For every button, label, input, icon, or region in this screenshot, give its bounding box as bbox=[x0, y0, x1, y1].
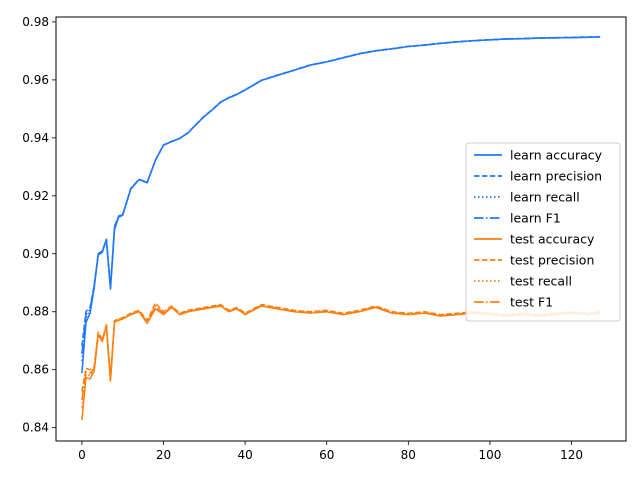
legend-label: learn precision bbox=[510, 169, 602, 184]
x-tick-label: 100 bbox=[478, 448, 501, 462]
plot-frame bbox=[55, 16, 627, 442]
y-tick-label: 0.90 bbox=[22, 247, 49, 261]
x-tick-label: 40 bbox=[237, 448, 252, 462]
y-tick-label: 0.88 bbox=[22, 305, 49, 319]
x-axis: 0 20 40 60 80 100 120 bbox=[78, 441, 583, 462]
x-tick-label: 120 bbox=[560, 448, 583, 462]
legend-label: learn accuracy bbox=[510, 148, 603, 163]
legend-label: test recall bbox=[510, 274, 572, 289]
legend-label: learn recall bbox=[510, 190, 580, 205]
y-tick-label: 0.98 bbox=[22, 15, 49, 29]
x-tick-label: 60 bbox=[319, 448, 334, 462]
legend-label: test accuracy bbox=[510, 232, 595, 247]
legend-box bbox=[465, 142, 621, 322]
legend: learn accuracy learn precision learn recal… bbox=[465, 142, 621, 322]
x-tick-label: 0 bbox=[78, 448, 86, 462]
legend-label: test F1 bbox=[510, 295, 553, 310]
y-tick-label: 0.94 bbox=[22, 131, 49, 145]
y-tick-label: 0.86 bbox=[22, 363, 49, 377]
x-tick-label: 20 bbox=[156, 448, 171, 462]
y-tick-label: 0.92 bbox=[22, 189, 49, 203]
y-axis: 0.84 0.86 0.88 0.90 0.92 0.94 0.96 0.98 bbox=[22, 15, 56, 435]
y-tick-label: 0.84 bbox=[22, 421, 49, 435]
y-tick-label: 0.96 bbox=[22, 73, 49, 87]
x-tick-label: 80 bbox=[401, 448, 416, 462]
legend-label: test precision bbox=[510, 253, 594, 268]
series-learn-F1 bbox=[81, 36, 601, 354]
legend-label: learn F1 bbox=[510, 211, 561, 226]
